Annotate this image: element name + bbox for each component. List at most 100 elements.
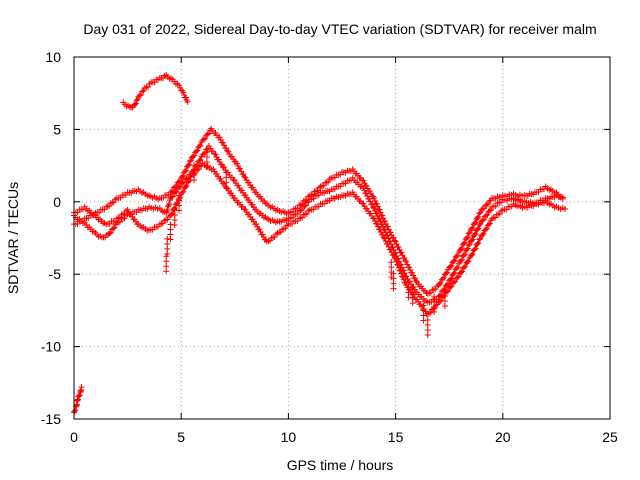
plot-frame [73, 56, 611, 420]
data-point-plus [163, 208, 170, 215]
data-point-plus [457, 246, 464, 253]
data-point-plus [393, 258, 400, 265]
data-point-plus [196, 157, 203, 164]
data-point-plus [401, 270, 408, 277]
data-point-plus [182, 176, 189, 183]
data-point-plus [133, 97, 140, 104]
data-point-plus [483, 201, 490, 208]
data-point-plus [439, 275, 446, 282]
data-point-plus [455, 273, 462, 280]
data-point-plus [464, 245, 471, 252]
data-point-plus [177, 178, 184, 185]
data-point-plus [176, 82, 183, 89]
x-axis: 0 5 10 15 20 25 [70, 57, 618, 445]
data-point-plus [474, 226, 481, 233]
data-point-plus [410, 283, 417, 290]
data-point-plus [194, 147, 201, 154]
data-point-plus [167, 221, 174, 228]
data-point-plus [380, 215, 387, 222]
data-point-plus [384, 241, 391, 248]
data-point-plus [182, 94, 189, 101]
data-point-plus [462, 263, 469, 270]
data-point-plus [485, 221, 492, 228]
data-point-plus [559, 195, 566, 202]
data-point-plus [144, 83, 151, 90]
data-point-plus [360, 177, 367, 184]
data-point-plus [186, 158, 193, 165]
data-point-plus [76, 392, 83, 399]
x-tick-label: 5 [177, 429, 185, 445]
data-point-plus [180, 172, 187, 179]
data-point-plus [447, 263, 454, 270]
data-point-plus [476, 210, 483, 217]
data-point-plus [298, 206, 305, 213]
data-point-plus [465, 258, 472, 265]
data-point-plus [424, 310, 431, 317]
data-point-plus [481, 205, 488, 212]
data-point-plus [196, 143, 203, 150]
data-point-plus [482, 226, 489, 233]
data-point-plus [179, 173, 186, 180]
data-point-plus [179, 189, 186, 196]
data-point-plus [402, 257, 409, 264]
data-point-plus [479, 206, 486, 213]
y-tick-label: 5 [53, 121, 61, 137]
data-point-plus [384, 223, 391, 230]
x-tick-label: 10 [281, 429, 297, 445]
data-point-plus [471, 220, 478, 227]
data-point-plus [401, 255, 408, 262]
data-point-plus [398, 249, 405, 256]
data-point-plus [452, 278, 459, 285]
data-point-plus [471, 231, 478, 238]
data-point-plus [448, 262, 455, 269]
data-point-plus [390, 270, 397, 277]
data-point-plus [182, 184, 189, 191]
data-point-plus [204, 131, 211, 138]
data-point-plus [480, 216, 487, 223]
data-point-plus [390, 252, 397, 259]
data-point-plus [450, 270, 457, 277]
data-point-plus [486, 198, 493, 204]
data-point-plus [200, 150, 207, 157]
data-point-plus [472, 219, 479, 226]
data-point-plus [465, 230, 472, 237]
data-point-plus [297, 207, 304, 214]
data-point-plus [561, 206, 568, 213]
data-point-plus [436, 298, 443, 305]
data-point-plus [388, 259, 395, 266]
data-point-plus [472, 245, 479, 252]
y-tick-label: -5 [49, 266, 62, 282]
data-point-plus [173, 182, 180, 189]
data-point-plus [106, 230, 113, 237]
data-point-plus [203, 149, 210, 156]
data-point-plus [76, 392, 83, 399]
data-point-plus [471, 246, 478, 253]
data-point-plus [136, 92, 143, 99]
data-point-plus [220, 163, 227, 170]
data-point-plus [483, 225, 490, 232]
data-point-plus [240, 171, 247, 178]
data-point-plus [486, 220, 493, 227]
data-point-plus [302, 202, 309, 209]
data-point-plus [391, 254, 398, 261]
x-tick-label: 20 [495, 429, 511, 445]
data-point-plus [169, 187, 176, 194]
data-point-plus [464, 234, 471, 241]
data-point-plus [457, 269, 464, 276]
data-point-plus [223, 145, 230, 152]
data-point-plus [184, 98, 191, 105]
data-point-plus [139, 88, 146, 95]
data-point-plus [448, 283, 455, 290]
data-point-plus [78, 384, 85, 391]
chart-title: Day 031 of 2022, Sidereal Day-to-day VTE… [83, 21, 596, 37]
data-point-plus [376, 216, 383, 223]
data-point-plus [366, 188, 373, 195]
data-point-plus [468, 225, 475, 232]
data-point-plus [469, 224, 476, 231]
y-axis-label: SDTVAR / TECUs [5, 182, 21, 294]
data-point-plus [163, 209, 170, 216]
data-point-plus [373, 210, 380, 217]
y-axis: 10 5 0 -5 -10 -15 [41, 49, 610, 427]
data-point-plus [476, 221, 483, 228]
data-point-plus [256, 226, 263, 233]
